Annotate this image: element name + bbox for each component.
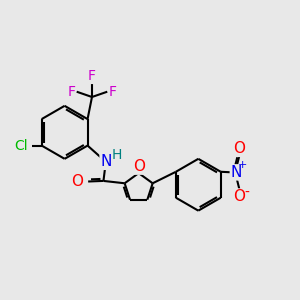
Text: N: N [100,154,112,169]
Text: O: O [71,174,83,189]
Text: H: H [112,148,122,162]
Text: -: - [244,186,249,200]
Text: O: O [133,159,145,174]
Text: F: F [68,85,75,99]
Text: F: F [88,69,96,83]
Text: O: O [234,141,246,156]
Text: N: N [230,165,242,180]
Text: Cl: Cl [14,139,28,153]
Text: O: O [234,189,246,204]
Text: F: F [109,85,117,99]
Text: +: + [238,160,247,170]
